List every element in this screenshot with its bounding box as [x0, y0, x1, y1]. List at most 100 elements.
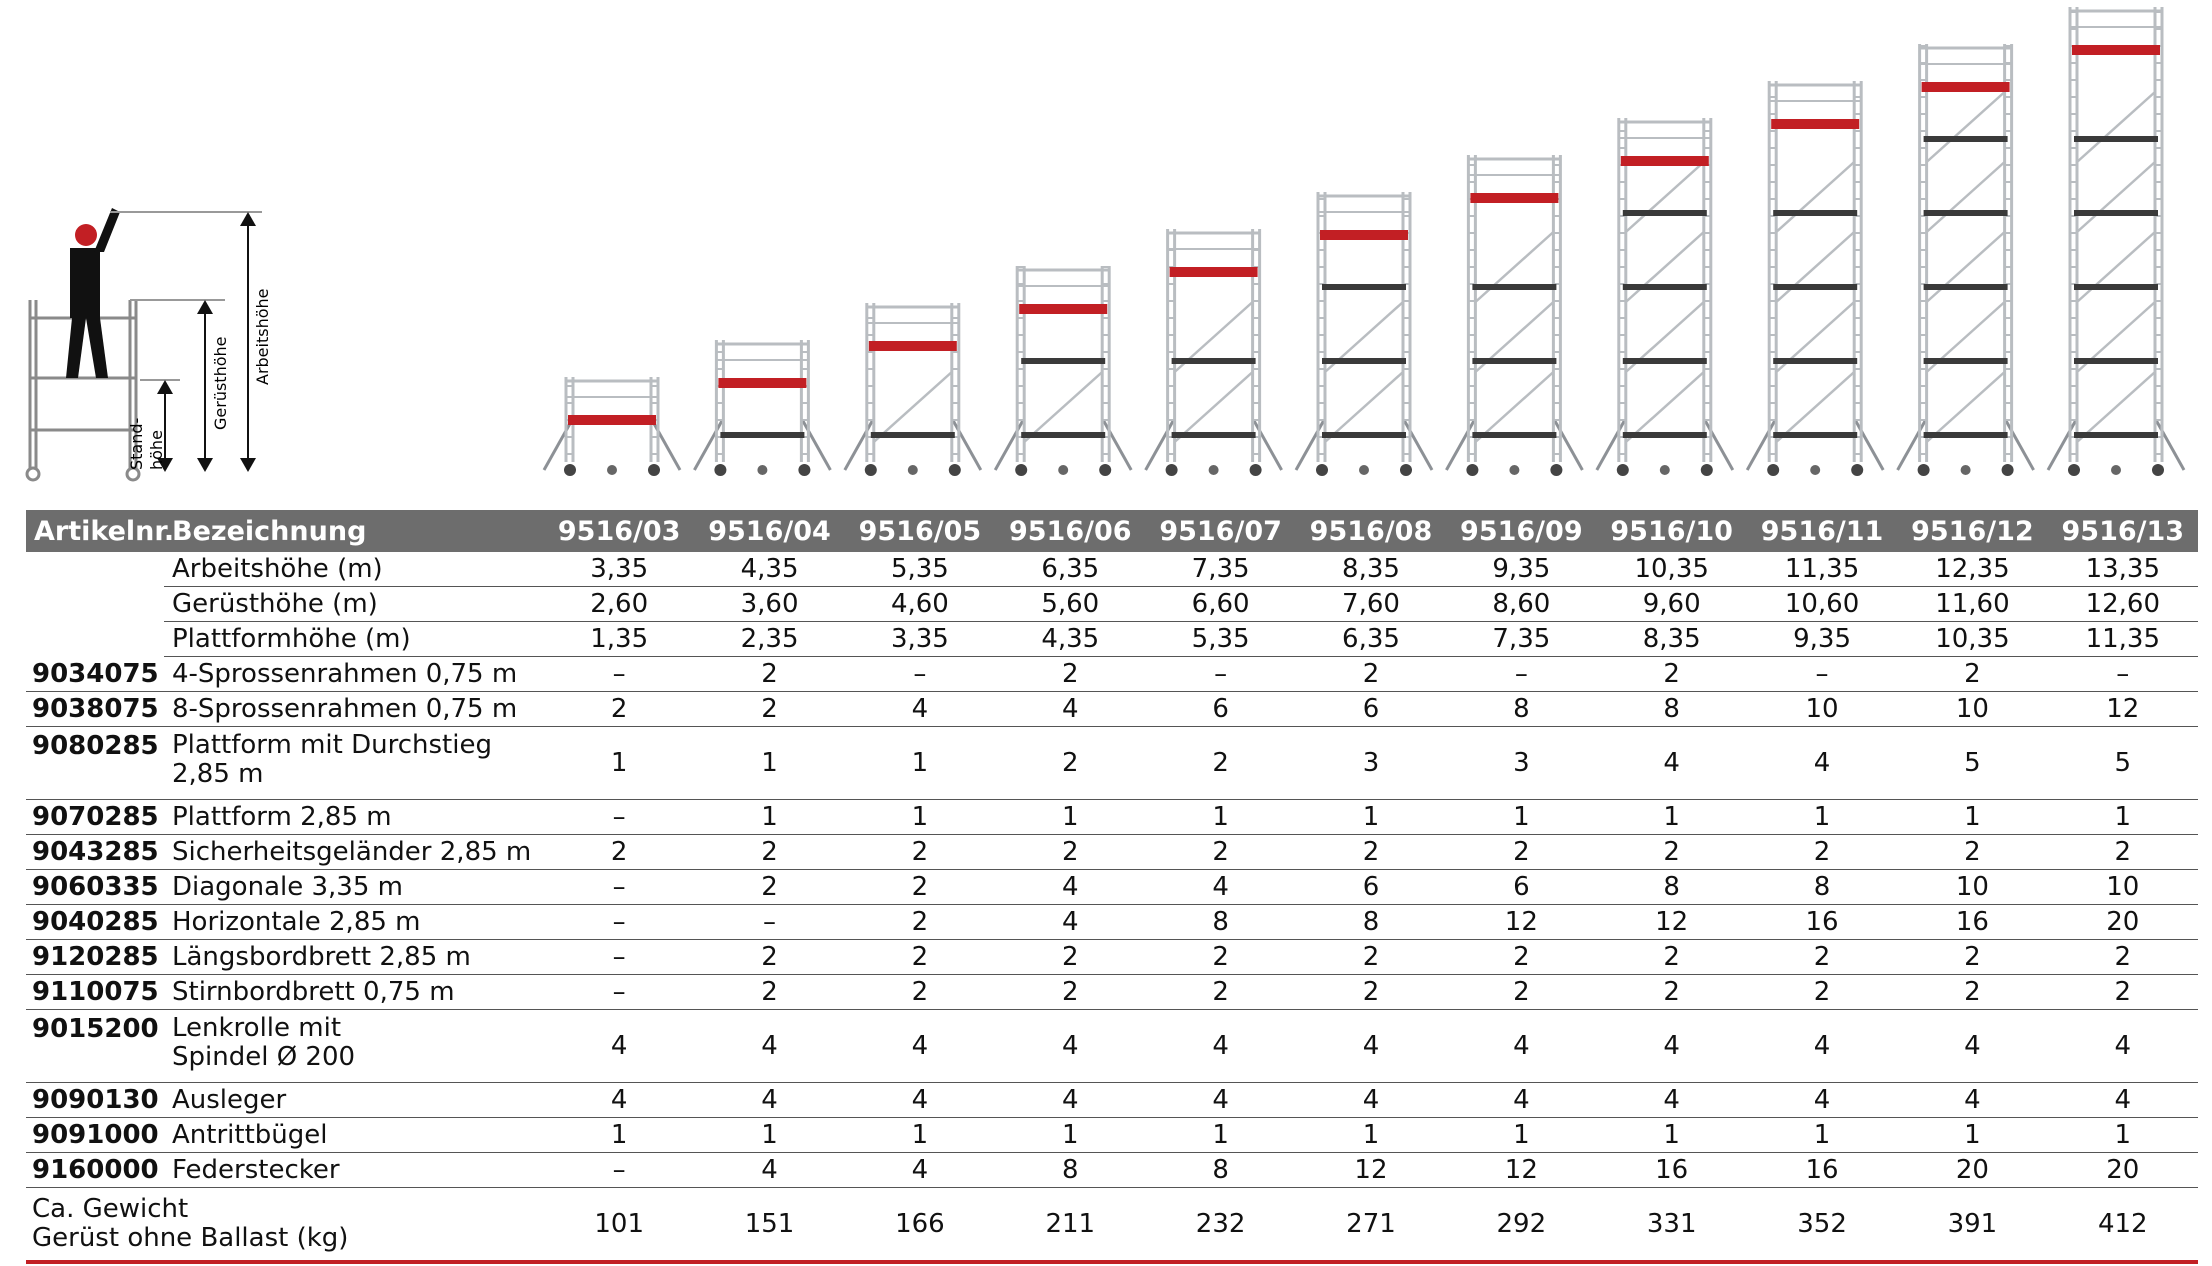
quantity-cell: 1 — [2047, 1117, 2198, 1153]
quantity-cell: 1 — [1897, 799, 2048, 835]
quantity-cell: 2 — [1897, 939, 2048, 975]
quantity-cell: – — [694, 904, 845, 940]
description: Ausleger — [164, 1082, 544, 1118]
quantity-cell: 2 — [544, 834, 695, 870]
quantity-cell: 1 — [1897, 1117, 2048, 1153]
quantity-cell: – — [544, 904, 695, 940]
description-line: Sicherheitsgeländer 2,85 m — [172, 836, 532, 867]
quantity-cell: 4 — [995, 1009, 1146, 1083]
quantity-cell: 2 — [544, 691, 695, 727]
article-number: 9015200 — [26, 1009, 164, 1083]
article-number — [26, 587, 164, 622]
article-number — [26, 622, 164, 657]
scaffold-tower-icon — [1294, 192, 1434, 476]
quantity-cell: 2 — [1145, 834, 1296, 870]
quantity-cell: 16 — [1897, 904, 2048, 940]
quantity-cell: 8 — [1596, 869, 1747, 905]
quantity-cell: 1 — [995, 799, 1146, 835]
quantity-cell: 8,35 — [1295, 552, 1447, 587]
quantity-cell: 4 — [995, 869, 1146, 905]
quantity-cell: 12 — [1446, 904, 1597, 940]
scaffold-tower-icon — [2046, 7, 2186, 476]
quantity-cell: 8 — [1145, 1152, 1296, 1188]
quantity-cell: 4 — [844, 691, 996, 727]
quantity-cell: 8 — [1596, 691, 1747, 727]
header-model: 9516/07 — [1145, 510, 1296, 552]
quantity-cell: 2 — [995, 939, 1146, 975]
header-artikelnr: Artikelnr. — [26, 510, 174, 552]
quantity-cell: 2 — [1446, 939, 1597, 975]
quantity-cell: 9,35 — [1446, 552, 1597, 587]
quantity-cell: 4 — [1746, 726, 1898, 800]
weight-cell: 391 — [1897, 1187, 2048, 1264]
quantity-cell: – — [544, 869, 695, 905]
quantity-cell: – — [544, 974, 695, 1010]
weight-row: Ca. Gewicht Gerüst ohne Ballast (kg) 101 15… — [26, 1187, 2198, 1264]
quantity-cell: 2,35 — [694, 621, 845, 657]
quantity-cell: 1 — [2047, 799, 2198, 835]
description-line-2: 2,85 m — [172, 759, 264, 789]
quantity-cell: 1 — [544, 726, 695, 800]
quantity-cell: 2 — [1897, 974, 2048, 1010]
quantity-cell: 4 — [1596, 1009, 1747, 1083]
table-row: Plattformhöhe (m) 1,35 2,35 3,35 4,35 5,35 6,3… — [26, 621, 2198, 657]
quantity-cell: 5,35 — [844, 552, 996, 587]
quantity-cell: 1 — [544, 1117, 695, 1153]
description: Lenkrolle mit Spindel Ø 200 — [164, 1009, 544, 1083]
table-row: 9060335 Diagonale 3,35 m –2 2 4 4 6 6 8 8 10 10 — [26, 869, 2198, 905]
scaffold-tower-icon — [993, 266, 1133, 476]
description: Längsbordbrett 2,85 m — [164, 939, 544, 975]
description-line: Ausleger — [172, 1084, 287, 1115]
quantity-cell: 1 — [1596, 799, 1747, 835]
quantity-cell: 12,60 — [2047, 586, 2198, 622]
description-line: Plattform mit Durchstieg — [172, 730, 492, 760]
quantity-cell: 6 — [1446, 869, 1597, 905]
quantity-cell: 2 — [1596, 656, 1747, 692]
quantity-cell: 10 — [1746, 691, 1898, 727]
weight-cell: 292 — [1446, 1187, 1597, 1264]
quantity-cell: 6 — [1295, 869, 1447, 905]
quantity-cell: 12,35 — [1897, 552, 2048, 587]
quantity-cell: 4 — [1295, 1009, 1447, 1083]
quantity-cell: 6,60 — [1145, 586, 1296, 622]
quantity-cell: – — [1746, 656, 1898, 692]
description-line: Stirnbordbrett 0,75 m — [172, 976, 455, 1007]
quantity-cell: 2 — [1145, 726, 1296, 800]
description: Federstecker — [164, 1152, 544, 1188]
quantity-cell: 3 — [1295, 726, 1447, 800]
quantity-cell: 2 — [694, 834, 845, 870]
quantity-cell: 2 — [694, 939, 845, 975]
article-number: 9034075 — [26, 656, 164, 692]
quantity-cell: 1,35 — [544, 621, 695, 657]
quantity-cell: 20 — [2047, 904, 2198, 940]
description-line: Plattformhöhe (m) — [172, 623, 411, 654]
quantity-cell: 6 — [1295, 691, 1447, 727]
quantity-cell: 2 — [844, 939, 996, 975]
quantity-cell: 4 — [544, 1082, 695, 1118]
table-row: 9091000 Antrittbügel 1 1 1 1 1 1 1 1 1 1 1 — [26, 1117, 2198, 1153]
quantity-cell: 2 — [1746, 974, 1898, 1010]
description-line: Federstecker — [172, 1154, 340, 1185]
quantity-cell: 4 — [1295, 1082, 1447, 1118]
quantity-cell: – — [544, 799, 695, 835]
scaffold-tower-icon — [1595, 118, 1735, 476]
header-model: 9516/12 — [1897, 510, 2048, 552]
article-number: 9091000 — [26, 1117, 164, 1153]
weight-cell: 331 — [1596, 1187, 1747, 1264]
quantity-cell: 2 — [1295, 656, 1447, 692]
scaffold-tower-icon — [1445, 155, 1584, 476]
quantity-cell: 12 — [1596, 904, 1747, 940]
quantity-cell: 10 — [1897, 691, 2048, 727]
article-number: 9043285 — [26, 834, 164, 870]
quantity-cell: 4 — [1746, 1082, 1898, 1118]
weight-label: Ca. Gewicht Gerüst ohne Ballast (kg) — [26, 1187, 544, 1264]
quantity-cell: 10 — [2047, 869, 2198, 905]
quantity-cell: 2 — [995, 656, 1146, 692]
quantity-cell: 2 — [1897, 656, 2048, 692]
quantity-cell: 4 — [844, 1009, 996, 1083]
article-number: 9040285 — [26, 904, 164, 940]
scaffold-tower-icon — [843, 303, 983, 476]
quantity-cell: 7,35 — [1446, 621, 1597, 657]
description: 8-Sprossenrahmen 0,75 m — [164, 691, 544, 727]
table-row: Arbeitshöhe (m) 3,35 4,35 5,35 6,35 7,35 8,35 9… — [26, 552, 2198, 587]
